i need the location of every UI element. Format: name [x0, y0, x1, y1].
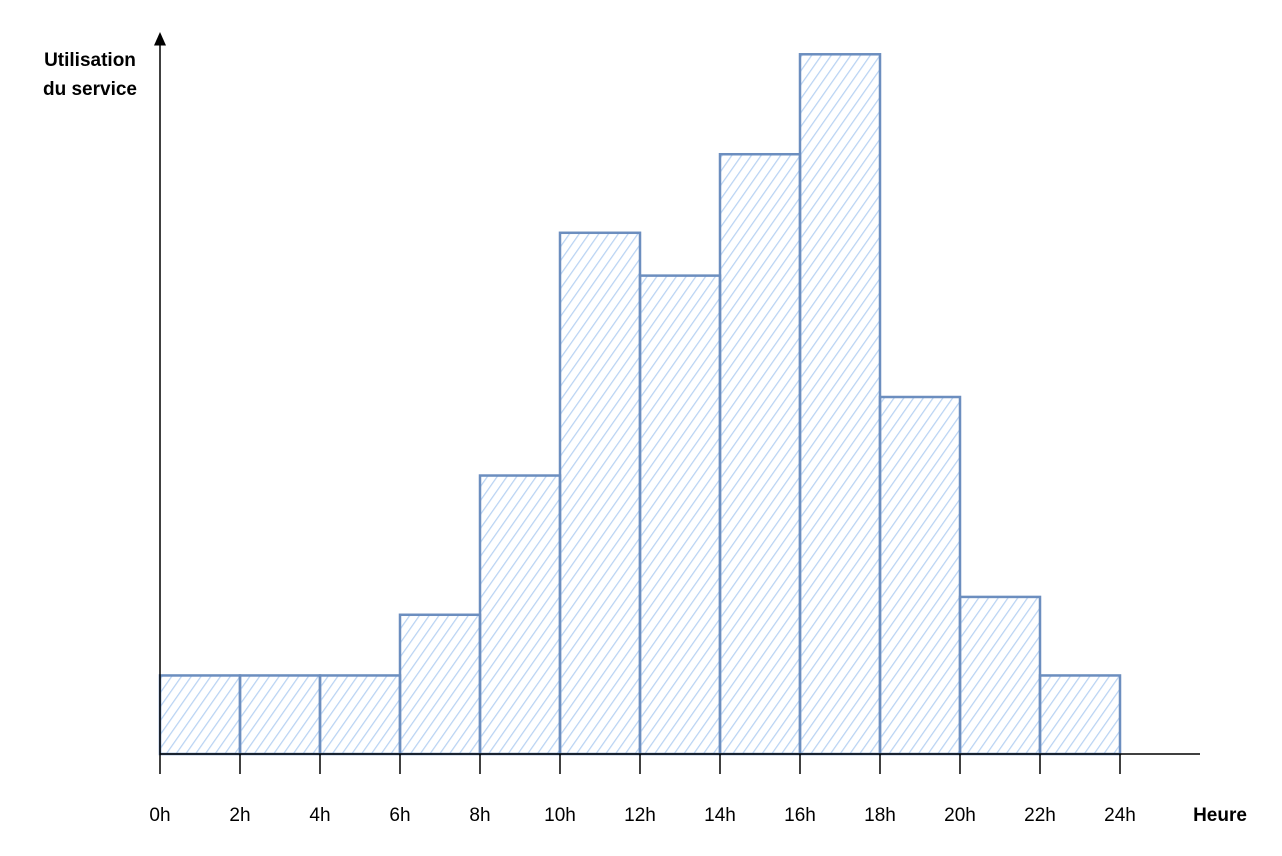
x-tick-label: 8h	[469, 805, 490, 826]
x-tick-label: 0h	[149, 805, 170, 826]
bars	[158, 53, 1122, 756]
x-tick-label: 6h	[389, 805, 410, 826]
bar-fill	[480, 475, 560, 754]
x-tick-label: 22h	[1024, 805, 1056, 826]
x-tick-label: 20h	[944, 805, 976, 826]
x-tick-label: 16h	[784, 805, 816, 826]
x-tick-label: 2h	[229, 805, 250, 826]
x-tick-label: 24h	[1104, 805, 1136, 826]
x-tick-label: 4h	[309, 805, 330, 826]
bar-fill	[720, 154, 800, 755]
y-axis-label: du service	[43, 79, 137, 100]
bar-fill	[800, 54, 880, 754]
bar-fill	[880, 397, 960, 754]
x-tick-label: 10h	[544, 805, 576, 826]
x-tick-label: 18h	[864, 805, 896, 826]
bar-fill	[960, 596, 1040, 754]
bar-fill	[560, 232, 640, 754]
bar-fill	[400, 614, 480, 754]
x-tick-label: 12h	[624, 805, 656, 826]
x-tick-label: 14h	[704, 805, 736, 826]
bar-fill	[320, 675, 400, 754]
x-axis-label: Heure	[1193, 805, 1247, 826]
bar-fill	[240, 675, 320, 754]
bar-fill	[1040, 675, 1120, 754]
y-axis-label: Utilisation	[44, 50, 136, 71]
bar-fill	[640, 275, 720, 754]
bar-fill	[160, 675, 240, 754]
